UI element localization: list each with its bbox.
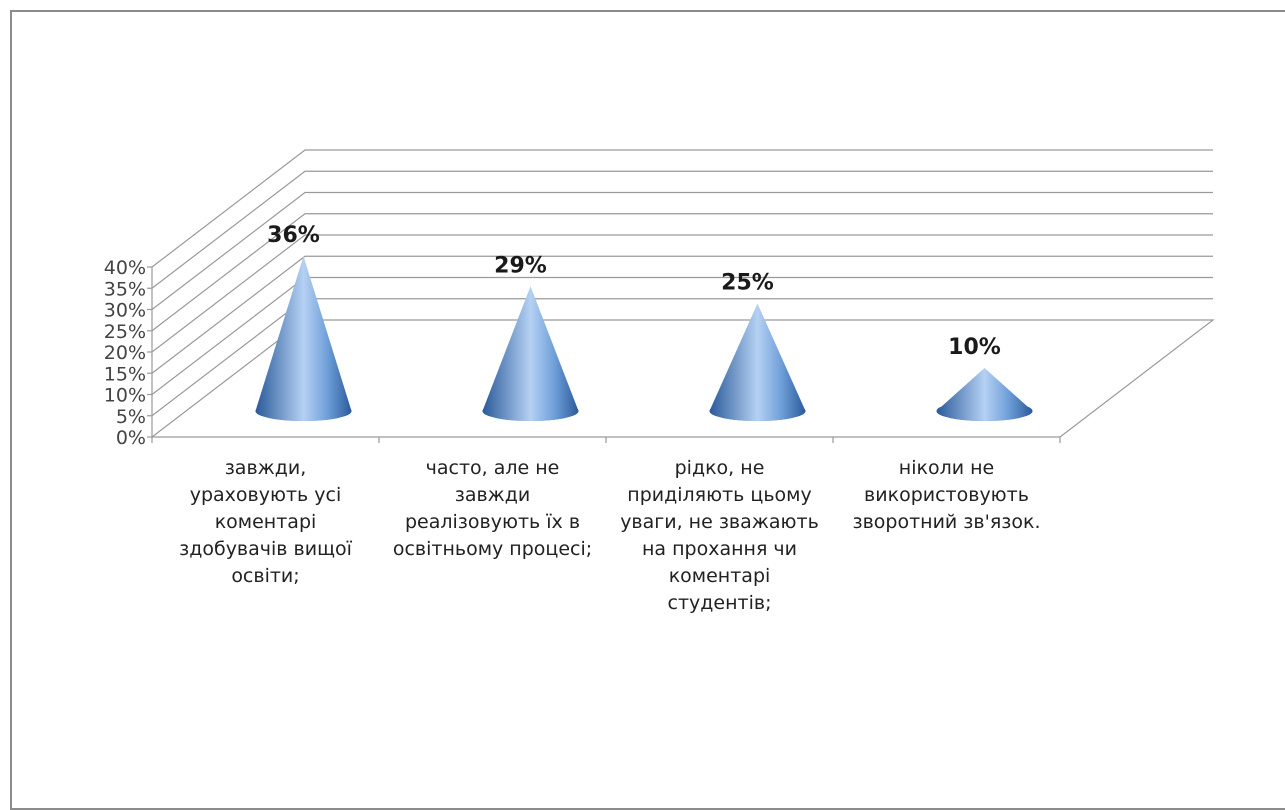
gridline bbox=[151, 234, 1213, 353]
cone bbox=[936, 368, 1033, 422]
data-labels: 36% 29% 25% 10% bbox=[267, 223, 1001, 360]
y-tick-label: 30% bbox=[104, 300, 146, 322]
x-category-label-line: ураховують усі bbox=[189, 484, 342, 506]
x-category-label-line: реалізовують їх в bbox=[404, 511, 581, 533]
data-label: 36% bbox=[267, 223, 320, 248]
x-category-label-line: освіти; bbox=[231, 565, 300, 587]
y-tick-label: 0% bbox=[116, 427, 146, 449]
cone-body bbox=[709, 303, 806, 422]
cone bbox=[482, 286, 579, 422]
gridline bbox=[151, 149, 1213, 268]
gridline bbox=[151, 255, 1213, 374]
y-tick-label: 10% bbox=[104, 385, 146, 407]
cone bbox=[709, 303, 806, 422]
y-tick-label: 5% bbox=[116, 406, 146, 428]
data-label: 25% bbox=[721, 271, 774, 296]
x-category-label-line: ніколи не bbox=[898, 457, 995, 479]
x-category-label-line: на прохання чи bbox=[642, 538, 797, 560]
chart-frame bbox=[10, 10, 1285, 810]
data-label: 10% bbox=[948, 335, 1001, 360]
x-category-label-line: використовують bbox=[864, 484, 1029, 506]
y-tick-label: 35% bbox=[104, 278, 146, 300]
y-tick-label: 40% bbox=[104, 257, 146, 279]
chart-canvas: 0%5%10%15%20%25%30%35%40% 36%29%25%10% bbox=[104, 149, 1215, 449]
gridline bbox=[151, 191, 1213, 310]
x-category-label-line: здобувачів вищої bbox=[179, 538, 352, 560]
x-category-label-line: уваги, не зважають bbox=[620, 511, 819, 533]
x-category-label-line: коментарі bbox=[668, 565, 771, 587]
cones bbox=[255, 256, 1033, 422]
y-tick-label: 25% bbox=[104, 321, 146, 343]
x-category-label: ніколи не використовують зворотний зв'язок… bbox=[831, 455, 1063, 536]
y-axis-ticks: 0%5%10%15%20%25%30%35%40% bbox=[104, 257, 152, 449]
cone bbox=[255, 256, 352, 422]
gridline bbox=[151, 213, 1213, 332]
x-category-label: часто, але не завжди реалізовують їх в осві… bbox=[377, 455, 609, 563]
y-tick-label: 15% bbox=[104, 363, 146, 385]
cone-body bbox=[255, 256, 352, 422]
data-label: 29% bbox=[494, 253, 547, 278]
x-category-label-line: приділяють цьому bbox=[627, 484, 812, 506]
x-category-label: рідко, не приділяють цьому уваги, не зважа… bbox=[604, 455, 836, 617]
x-category-label-line: рідко, не bbox=[674, 457, 765, 479]
x-category-label: завжди, ураховують усі коментарі здобувачів… bbox=[150, 455, 382, 590]
y-tick-label: 20% bbox=[104, 342, 146, 364]
x-category-label-line: зворотний зв'язок. bbox=[852, 511, 1041, 533]
x-category-label-line: часто, але не bbox=[425, 457, 560, 479]
cone-body bbox=[936, 368, 1033, 422]
x-category-label-line: студентів; bbox=[667, 592, 772, 614]
cone-body bbox=[482, 286, 579, 422]
x-category-label-line: завжди, bbox=[224, 457, 307, 479]
x-category-label-line: коментарі bbox=[214, 511, 317, 533]
x-category-label-line: завжди bbox=[454, 484, 531, 506]
gridline bbox=[151, 170, 1213, 289]
x-category-label-line: освітньому процесі; bbox=[392, 538, 593, 560]
